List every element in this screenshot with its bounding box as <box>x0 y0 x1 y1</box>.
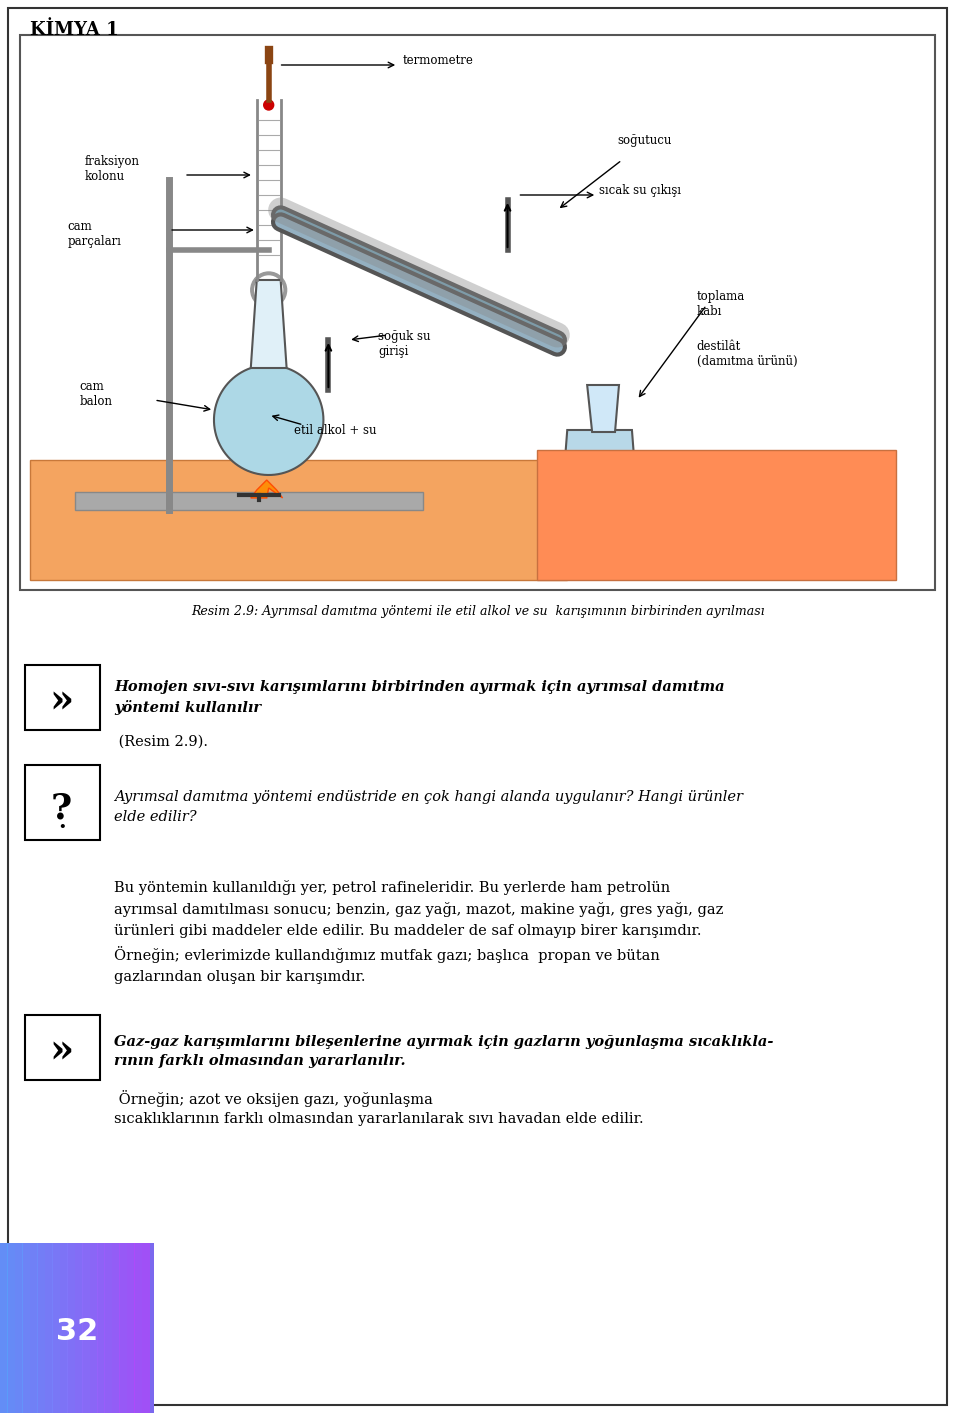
FancyBboxPatch shape <box>0 1243 8 1413</box>
FancyBboxPatch shape <box>8 1243 15 1413</box>
Text: etil alkol + su: etil alkol + su <box>294 424 376 437</box>
FancyBboxPatch shape <box>60 1243 67 1413</box>
Text: toplama
kabı: toplama kabı <box>697 290 745 318</box>
FancyBboxPatch shape <box>134 1243 142 1413</box>
Text: (Resim 2.9).: (Resim 2.9). <box>114 735 208 749</box>
FancyBboxPatch shape <box>105 1243 112 1413</box>
FancyBboxPatch shape <box>22 1243 31 1413</box>
Polygon shape <box>563 430 636 495</box>
Text: Resim 2.9: Ayrımsal damıtma yöntemi ile etil alkol ve su  karışımının birbirinde: Resim 2.9: Ayrımsal damıtma yöntemi ile … <box>191 605 764 617</box>
FancyBboxPatch shape <box>25 1015 100 1080</box>
Text: fraksiyon
kolonu: fraksiyon kolonu <box>84 155 139 184</box>
Text: Bu yöntemin kullanıldığı yer, petrol rafineleridir. Bu yerlerde ham petrolün
ayr: Bu yöntemin kullanıldığı yer, petrol raf… <box>114 880 724 983</box>
Circle shape <box>251 271 287 308</box>
FancyBboxPatch shape <box>127 1243 134 1413</box>
Text: cam
balon: cam balon <box>80 380 112 408</box>
Polygon shape <box>588 384 619 432</box>
FancyBboxPatch shape <box>15 1243 23 1413</box>
Text: cam
parçaları: cam parçaları <box>67 220 122 249</box>
FancyBboxPatch shape <box>25 666 100 731</box>
FancyBboxPatch shape <box>37 1243 45 1413</box>
FancyBboxPatch shape <box>30 1243 37 1413</box>
FancyBboxPatch shape <box>89 1243 98 1413</box>
Circle shape <box>264 100 274 110</box>
FancyBboxPatch shape <box>0 1243 155 1413</box>
Text: Gaz-gaz karışımlarını bileşenlerine ayırmak için gazların yoğunlaşma sıcaklıkla-: Gaz-gaz karışımlarını bileşenlerine ayır… <box>114 1034 774 1068</box>
Circle shape <box>254 276 282 304</box>
Text: soğutucu: soğutucu <box>617 133 671 147</box>
FancyBboxPatch shape <box>45 1243 53 1413</box>
Text: 32: 32 <box>57 1317 99 1345</box>
Polygon shape <box>251 480 282 497</box>
Text: termometre: termometre <box>403 54 474 66</box>
Polygon shape <box>214 365 324 475</box>
Text: .: . <box>58 811 65 834</box>
FancyBboxPatch shape <box>538 449 896 579</box>
FancyBboxPatch shape <box>75 1243 83 1413</box>
Text: sıcak su çıkışı: sıcak su çıkışı <box>599 184 681 196</box>
FancyBboxPatch shape <box>52 1243 60 1413</box>
FancyBboxPatch shape <box>20 35 935 591</box>
FancyBboxPatch shape <box>112 1243 120 1413</box>
FancyBboxPatch shape <box>97 1243 105 1413</box>
FancyBboxPatch shape <box>67 1243 75 1413</box>
Text: KİMYA 1: KİMYA 1 <box>30 21 118 40</box>
Text: destilât
(damıtma ürünü): destilât (damıtma ürünü) <box>697 341 797 367</box>
Text: Örneğin; azot ve oksijen gazı, yoğunlaşma
sıcaklıklarının farklı olmasından yara: Örneğin; azot ve oksijen gazı, yoğunlaşm… <box>114 1089 644 1126</box>
FancyBboxPatch shape <box>8 8 948 1405</box>
Text: »: » <box>50 682 74 721</box>
Text: Homojen sıvı-sıvı karışımlarını birbirinden ayırmak için ayrımsal damıtma
yöntem: Homojen sıvı-sıvı karışımlarını birbirin… <box>114 680 725 715</box>
FancyBboxPatch shape <box>142 1243 150 1413</box>
FancyBboxPatch shape <box>83 1243 90 1413</box>
FancyBboxPatch shape <box>30 461 567 579</box>
Text: soğuk su
girişi: soğuk su girişi <box>378 331 431 357</box>
Text: ?: ? <box>51 791 72 825</box>
FancyBboxPatch shape <box>75 492 423 510</box>
Text: »: » <box>50 1033 74 1071</box>
FancyBboxPatch shape <box>25 764 100 839</box>
FancyBboxPatch shape <box>119 1243 128 1413</box>
Polygon shape <box>251 280 287 367</box>
Text: Ayrımsal damıtma yöntemi endüstride en çok hangi alanda uygulanır? Hangi ürünler: Ayrımsal damıtma yöntemi endüstride en ç… <box>114 790 743 824</box>
